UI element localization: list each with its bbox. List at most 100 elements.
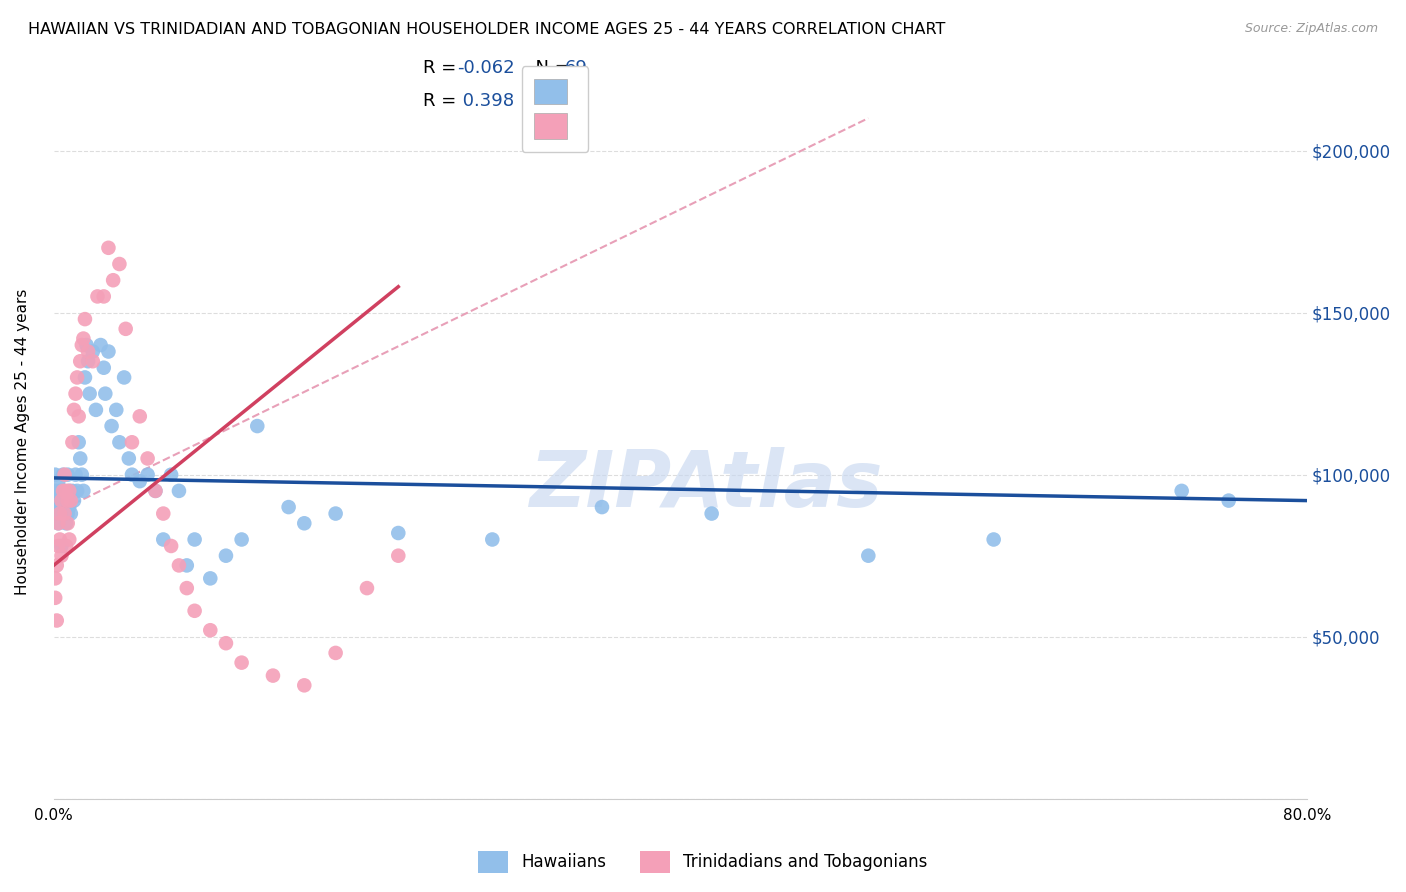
Point	[700, 507, 723, 521]
Text: 69: 69	[565, 59, 588, 77]
Point	[983, 533, 1005, 547]
Point	[77, 354, 100, 368]
Text: Source: ZipAtlas.com: Source: ZipAtlas.com	[1244, 22, 1378, 36]
Point	[63, 493, 86, 508]
Point	[246, 419, 269, 434]
Point	[86, 289, 108, 303]
Point	[56, 467, 79, 482]
Point	[128, 409, 150, 424]
Point	[58, 483, 80, 498]
Point	[46, 516, 69, 531]
Point	[262, 668, 284, 682]
Point	[66, 370, 89, 384]
Point	[51, 539, 73, 553]
Point	[93, 289, 115, 303]
Point	[56, 493, 79, 508]
Text: -0.062: -0.062	[457, 59, 515, 77]
Point	[49, 500, 72, 514]
Point	[53, 507, 76, 521]
Point	[49, 483, 72, 498]
Point	[58, 500, 80, 514]
Point	[325, 646, 347, 660]
Point	[51, 507, 73, 521]
Point	[59, 507, 82, 521]
Point	[591, 500, 613, 514]
Point	[93, 360, 115, 375]
Point	[63, 402, 86, 417]
Point	[136, 467, 159, 482]
Point	[53, 483, 76, 498]
Point	[70, 467, 93, 482]
Point	[52, 467, 75, 482]
Point	[100, 419, 122, 434]
Point	[145, 483, 167, 498]
Point	[53, 507, 76, 521]
Point	[77, 344, 100, 359]
Point	[167, 558, 190, 573]
Point	[51, 493, 73, 508]
Text: R =: R =	[423, 59, 463, 77]
Point	[82, 344, 104, 359]
Legend: Hawaiians, Trinidadians and Tobagonians: Hawaiians, Trinidadians and Tobagonians	[471, 845, 935, 880]
Point	[82, 354, 104, 368]
Point	[55, 539, 77, 553]
Point	[76, 338, 98, 352]
Point	[65, 386, 87, 401]
Point	[176, 558, 198, 573]
Point	[200, 624, 222, 638]
Point	[152, 507, 174, 521]
Point	[46, 474, 69, 488]
Point	[58, 483, 80, 498]
Point	[387, 549, 409, 563]
Point	[79, 386, 101, 401]
Point	[62, 435, 84, 450]
Point	[52, 483, 75, 498]
Point	[62, 483, 84, 498]
Point	[292, 516, 315, 531]
Point	[356, 581, 378, 595]
Legend: , : ,	[522, 66, 588, 152]
Y-axis label: Householder Income Ages 25 - 44 years: Householder Income Ages 25 - 44 years	[15, 289, 30, 596]
Point	[55, 516, 77, 531]
Point	[51, 549, 73, 563]
Point	[114, 322, 136, 336]
Point	[160, 467, 183, 482]
Point	[55, 483, 77, 498]
Point	[108, 257, 131, 271]
Point	[58, 533, 80, 547]
Point	[200, 571, 222, 585]
Point	[128, 474, 150, 488]
Point	[167, 483, 190, 498]
Point	[53, 467, 76, 482]
Text: 54: 54	[565, 92, 588, 110]
Point	[44, 467, 66, 482]
Text: N =: N =	[523, 92, 575, 110]
Point	[45, 614, 67, 628]
Point	[481, 533, 503, 547]
Point	[325, 507, 347, 521]
Point	[73, 370, 96, 384]
Point	[65, 467, 87, 482]
Text: R =: R =	[423, 92, 463, 110]
Point	[94, 386, 117, 401]
Point	[59, 493, 82, 508]
Point	[66, 483, 89, 498]
Text: N =: N =	[523, 59, 575, 77]
Point	[1218, 493, 1240, 508]
Point	[55, 493, 77, 508]
Point	[49, 507, 72, 521]
Point	[51, 493, 73, 508]
Text: HAWAIIAN VS TRINIDADIAN AND TOBAGONIAN HOUSEHOLDER INCOME AGES 25 - 44 YEARS COR: HAWAIIAN VS TRINIDADIAN AND TOBAGONIAN H…	[28, 22, 945, 37]
Point	[112, 370, 135, 384]
Point	[44, 591, 66, 605]
Point	[121, 467, 143, 482]
Point	[72, 483, 94, 498]
Point	[231, 656, 253, 670]
Text: 0.398: 0.398	[457, 92, 515, 110]
Point	[160, 539, 183, 553]
Point	[45, 493, 67, 508]
Point	[69, 354, 91, 368]
Point	[277, 500, 299, 514]
Point	[56, 516, 79, 531]
Point	[45, 507, 67, 521]
